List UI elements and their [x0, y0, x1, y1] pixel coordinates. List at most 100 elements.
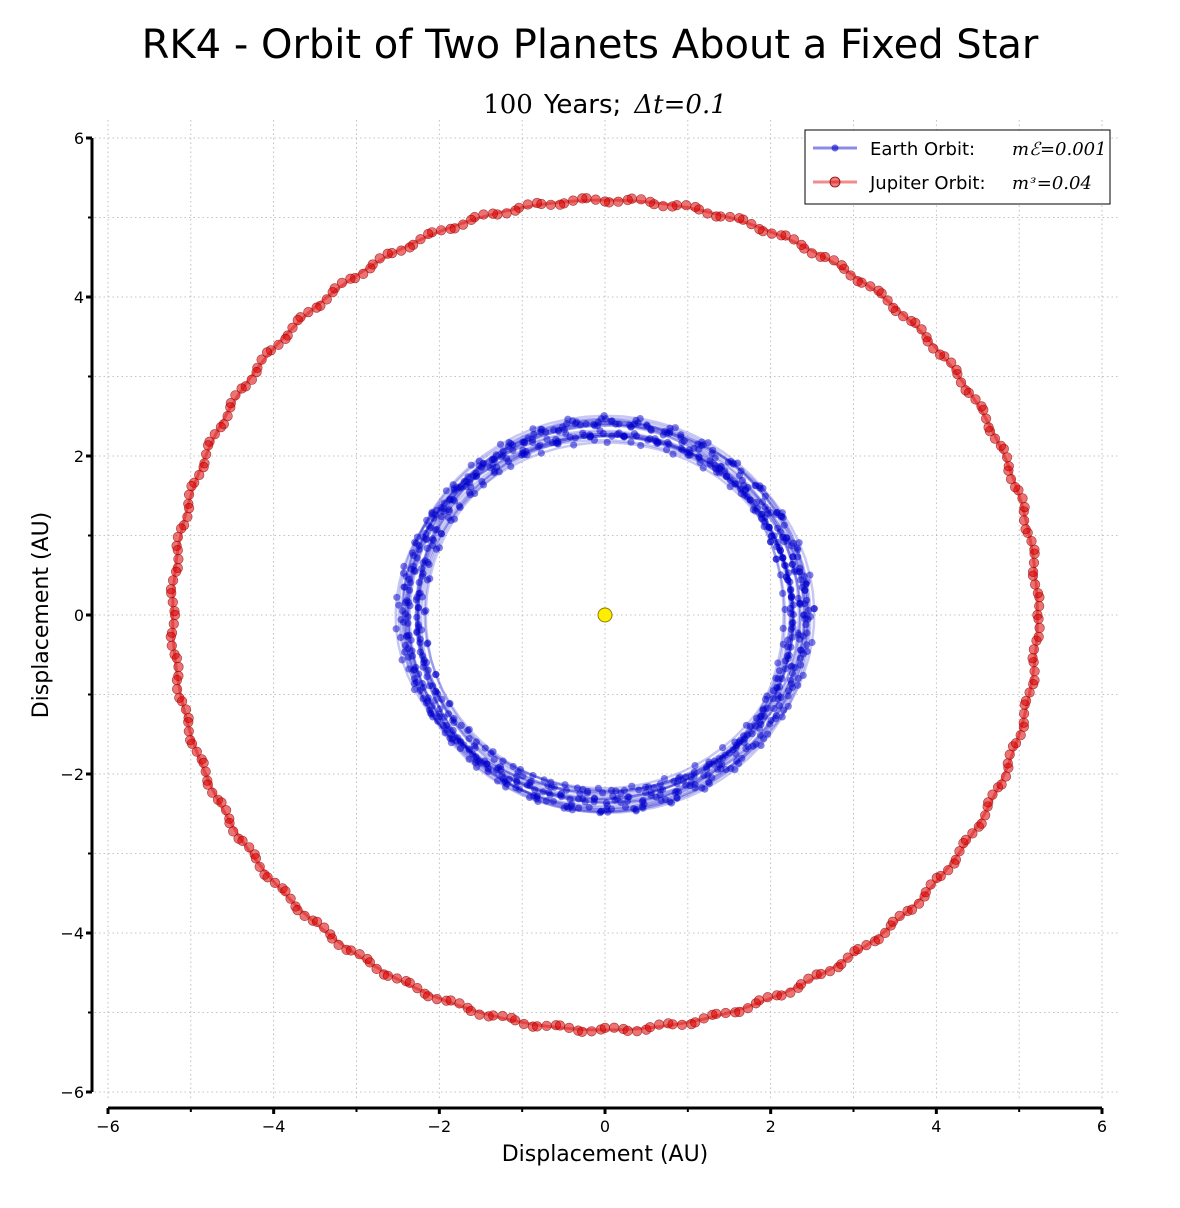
jupiter-orbit-point — [445, 995, 456, 1006]
jupiter-orbit-point — [382, 248, 393, 259]
jupiter-orbit-point — [746, 219, 757, 230]
x-tick-label: 2 — [766, 1117, 776, 1136]
earth-orbit-point — [683, 448, 691, 456]
earth-orbit-point — [650, 784, 658, 792]
jupiter-orbit-point — [599, 196, 611, 207]
earth-orbit-point — [772, 555, 780, 563]
jupiter-orbit-point — [960, 385, 971, 396]
earth-orbit-point — [542, 428, 550, 436]
earth-orbit-track — [406, 433, 795, 801]
earth-orbit-point — [576, 421, 585, 429]
earth-orbit-point — [705, 779, 714, 788]
earth-orbit-point — [423, 544, 431, 553]
jupiter-orbit-point — [645, 196, 656, 207]
jupiter-orbit-point — [690, 201, 701, 213]
jupiter-orbit-point — [1028, 557, 1040, 568]
earth-orbit-point — [405, 575, 413, 583]
earth-orbit-point — [797, 661, 805, 669]
earth-orbit-point — [796, 564, 804, 572]
earth-orbit-point — [472, 763, 481, 771]
jupiter-orbit-point — [458, 219, 469, 230]
jupiter-orbit-point — [404, 977, 415, 988]
earth-orbit-point — [436, 705, 444, 713]
x-tick-label: −4 — [262, 1117, 286, 1136]
jupiter-orbit-point — [776, 230, 787, 241]
earth-orbit-point — [544, 782, 552, 790]
earth-orbit-point — [726, 483, 734, 491]
earth-orbit-point — [406, 602, 414, 610]
jupiter-orbit-point — [913, 898, 925, 909]
earth-orbit-point — [621, 803, 630, 811]
earth-orbit-point — [401, 648, 409, 656]
y-tick-label: 4 — [74, 288, 84, 307]
earth-orbit-point — [661, 428, 669, 436]
svg-text:100 Years; Δt=0.1: 100 Years; Δt=0.1 — [483, 90, 727, 120]
jupiter-orbit-point — [246, 374, 257, 385]
earth-orbit-point — [499, 757, 507, 765]
earth-orbit-point — [431, 511, 439, 519]
earth-orbit-point — [465, 755, 473, 763]
earth-orbit-point — [496, 440, 505, 448]
earth-orbit-point — [627, 438, 635, 446]
earth-orbit-point — [711, 454, 719, 462]
earth-orbit-point — [795, 635, 804, 643]
jupiter-orbit-point — [861, 939, 872, 951]
jupiter-orbit-point — [995, 440, 1007, 451]
jupiter-orbit-point — [720, 1007, 731, 1019]
jupiter-orbit-point — [262, 347, 273, 358]
earth-orbit-point — [424, 666, 432, 674]
jupiter-orbit-point — [989, 433, 1001, 444]
earth-orbit-point — [740, 491, 748, 499]
jupiter-orbit-point — [1018, 717, 1029, 728]
jupiter-orbit-point — [690, 1017, 701, 1028]
jupiter-orbit-point — [191, 746, 202, 757]
earth-orbit-point — [789, 553, 797, 561]
earth-orbit-point — [573, 784, 582, 792]
earth-orbit-point — [723, 473, 731, 481]
earth-orbit-point — [642, 789, 650, 797]
earth-orbit-point — [576, 790, 584, 798]
jupiter-orbit-point — [345, 945, 357, 956]
earth-orbit-point — [392, 625, 400, 633]
earth-orbit-track — [404, 422, 802, 814]
jupiter-orbit-point — [734, 1006, 745, 1018]
jupiter-orbit-point — [1029, 579, 1041, 590]
earth-orbit-point — [797, 646, 805, 654]
earth-orbit-point — [400, 562, 408, 571]
jupiter-orbit-point — [225, 402, 236, 413]
earth-orbit-point — [603, 438, 611, 446]
jupiter-orbit-point — [554, 199, 566, 210]
earth-orbit-point — [582, 420, 590, 428]
earth-orbit-point — [798, 583, 806, 591]
earth-orbit-point — [586, 433, 594, 441]
jupiter-orbit-point — [312, 916, 323, 928]
jupiter-orbit-point — [169, 609, 181, 621]
earth-orbit-point — [794, 594, 802, 603]
jupiter-orbit-point — [391, 973, 403, 984]
earth-orbit-point — [647, 425, 655, 433]
earth-orbit-point — [440, 505, 448, 513]
earth-orbit-point — [543, 435, 551, 443]
jupiter-orbit-point — [754, 224, 765, 235]
jupiter-orbit-point — [431, 993, 443, 1005]
earth-orbit-point — [502, 783, 510, 791]
jupiter-orbit-point — [734, 213, 745, 224]
earth-orbit-point — [644, 436, 652, 444]
jupiter-orbit-point — [510, 205, 521, 216]
earth-orbit-point — [415, 670, 423, 678]
earth-orbit-point — [450, 719, 458, 727]
jupiter-orbit-point — [762, 992, 773, 1003]
jupiter-orbit-point — [567, 195, 579, 206]
earth-orbit-point — [773, 508, 781, 517]
jupiter-orbit-point — [613, 196, 624, 207]
jupiter-orbit-point — [742, 1003, 754, 1014]
earth-orbit-point — [644, 783, 653, 791]
earth-orbit-point — [425, 560, 433, 569]
earth-orbit-point — [398, 656, 406, 664]
jupiter-orbit-point — [216, 797, 227, 808]
earth-orbit-point — [454, 734, 462, 742]
earth-orbit-point — [779, 640, 787, 648]
earth-orbit-point — [423, 673, 431, 681]
earth-orbit-point — [729, 746, 737, 754]
earth-orbit-point — [494, 777, 502, 785]
